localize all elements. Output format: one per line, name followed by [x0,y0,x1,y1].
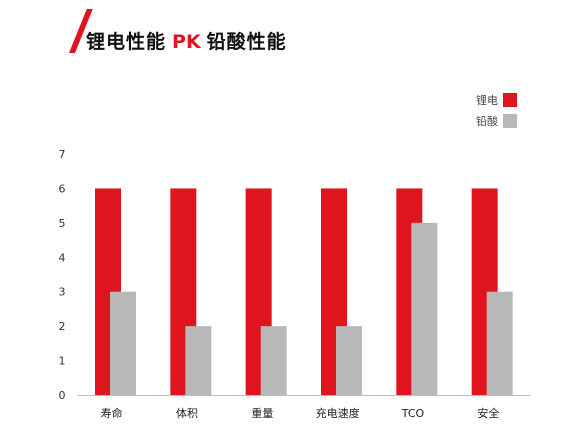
x-category-label: 体积 [176,406,198,420]
x-category-label: 重量 [251,406,273,420]
y-tick-label: 5 [59,217,66,230]
x-category-label: 安全 [477,406,499,420]
legend-swatch-lithium [503,93,517,107]
x-category-label: 寿命 [101,406,123,420]
x-category-label: 充电速度 [316,406,360,420]
legend-item-lithium: 锂电 [476,90,517,110]
bar-leadacid-1 [185,326,212,395]
y-tick-label: 7 [59,148,66,161]
y-tick-label: 1 [59,355,66,368]
legend-label-leadacid: 铅酸 [476,115,498,128]
title-leadacid-text: 铅酸性能 [206,31,287,53]
legend-swatch-leadacid [503,114,517,128]
y-tick-label: 3 [59,286,66,299]
y-tick-label: 2 [59,320,66,333]
bar-leadacid-3 [336,326,362,395]
bar-leadacid-5 [486,291,513,395]
page-title: 锂电性能 PK 铅酸性能 [86,27,287,54]
bar-leadacid-2 [260,326,287,395]
bar-leadacid-0 [110,291,136,395]
legend-label-lithium: 锂电 [476,94,498,107]
bar-leadacid-4 [411,222,438,395]
y-tick-label: 4 [59,251,66,264]
y-tick-label: 0 [59,389,66,402]
y-tick-label: 6 [59,182,66,195]
title-lithium-text: 锂电性能 [86,31,167,53]
chart-legend: 锂电 铅酸 [476,90,517,132]
x-category-label: TCO [401,407,425,420]
legend-item-leadacid: 铅酸 [476,111,517,131]
title-pk-text: PK [172,31,201,53]
